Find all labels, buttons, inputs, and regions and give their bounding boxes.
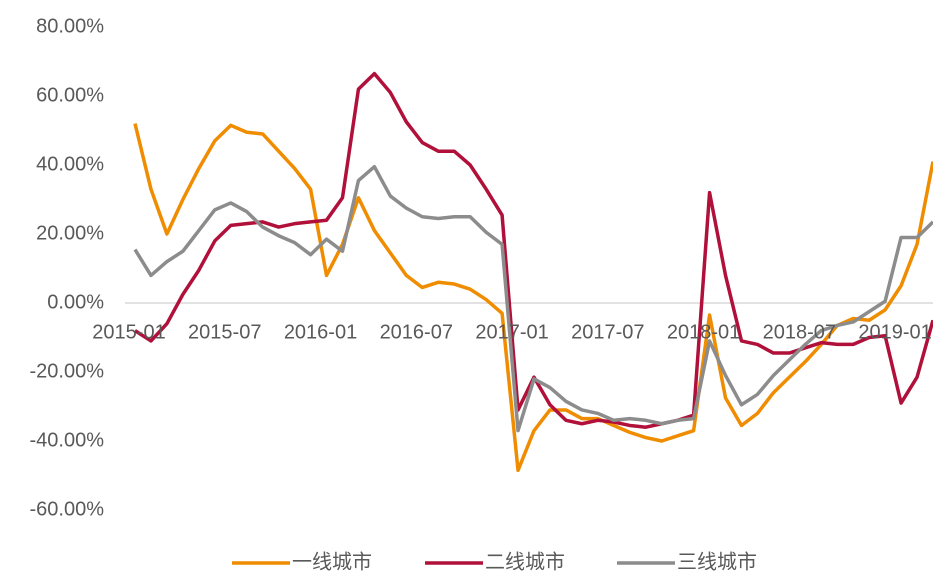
x-tick-label: 2017-01: [475, 321, 548, 343]
y-tick-label: -40.00%: [30, 429, 105, 451]
y-tick-label: -20.00%: [30, 360, 105, 382]
x-tick-label: 2016-07: [380, 321, 453, 343]
legend-label: 三线城市: [677, 550, 757, 573]
x-tick-label: 2016-01: [284, 321, 357, 343]
series-line: [133, 123, 933, 473]
y-tick-label: 40.00%: [36, 153, 104, 175]
y-tick-label: -60.00%: [30, 498, 105, 520]
x-tick-label: 2018-07: [763, 321, 836, 343]
legend-label: 一线城市: [292, 550, 372, 573]
y-tick-label: 20.00%: [36, 222, 104, 244]
x-tick-label: 2018-01: [667, 321, 740, 343]
series-line: [134, 71, 933, 429]
x-tick-label: 2015-01: [92, 321, 165, 343]
y-tick-label: 0.00%: [47, 291, 104, 313]
x-tick-label: 2015-07: [188, 321, 261, 343]
y-tick-label: 80.00%: [36, 15, 104, 37]
series-line: [133, 164, 933, 433]
x-tick-label: 2017-07: [571, 321, 644, 343]
legend-label: 二线城市: [485, 550, 565, 573]
x-tick-label: 2019-01: [858, 321, 931, 343]
y-tick-label: 60.00%: [36, 84, 104, 106]
